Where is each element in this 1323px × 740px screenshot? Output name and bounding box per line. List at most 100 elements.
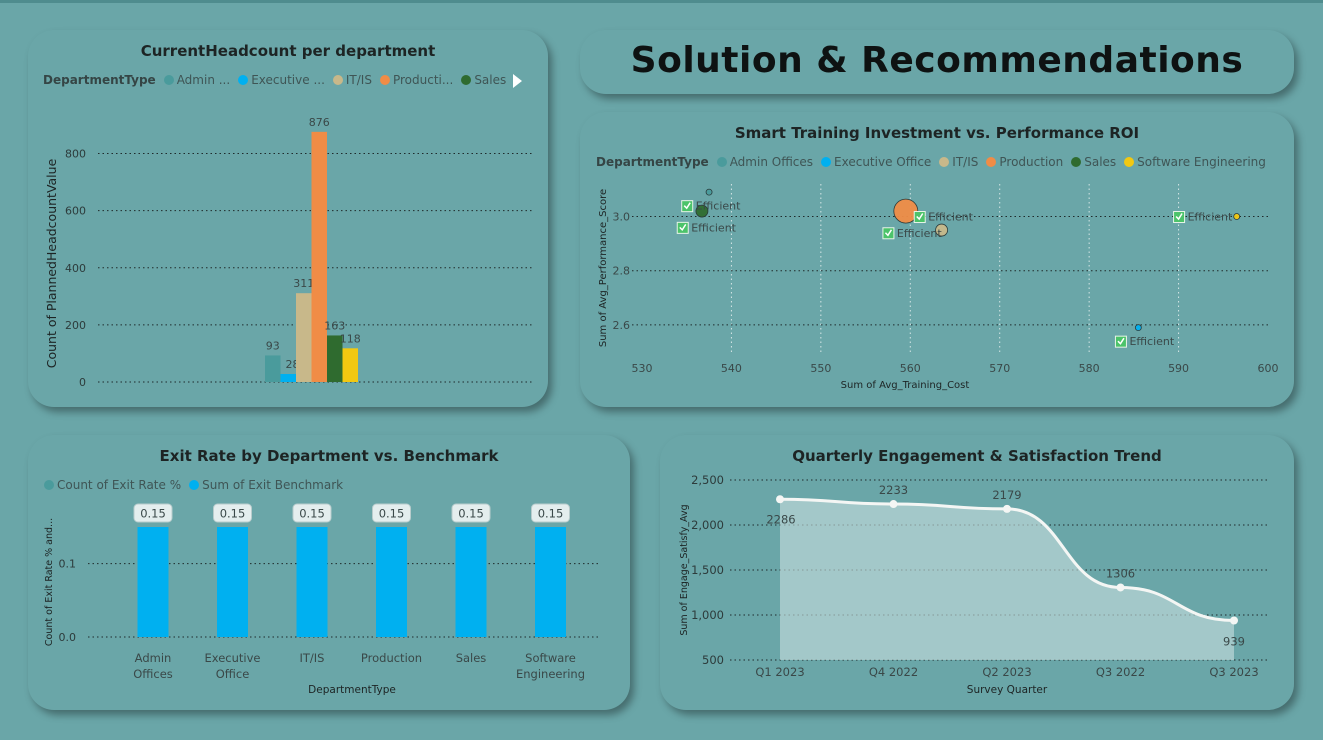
bar bbox=[137, 527, 169, 637]
legend-label: Sum of Exit Benchmark bbox=[202, 478, 344, 492]
headcount-legend-title: DepartmentType bbox=[43, 73, 156, 87]
x-tick-label: 600 bbox=[1258, 362, 1279, 375]
x-tick-label: 540 bbox=[721, 362, 742, 375]
data-label: 1306 bbox=[1106, 566, 1135, 580]
headcount-card: CurrentHeadcount per department Departme… bbox=[28, 30, 548, 407]
legend-dot bbox=[238, 75, 249, 85]
x-tick-label: 590 bbox=[1168, 362, 1189, 375]
legend-dot bbox=[379, 75, 390, 85]
x-axis-title: Sum of Avg_Training_Cost bbox=[841, 380, 970, 391]
x-tick-label: Office bbox=[216, 667, 250, 681]
data-point bbox=[1230, 616, 1238, 625]
data-label: 118 bbox=[340, 332, 361, 345]
bar bbox=[327, 335, 343, 382]
legend-label: Software Engineering bbox=[1137, 155, 1266, 169]
training-legend-item[interactable]: Admin Offices bbox=[716, 155, 813, 169]
x-tick-label: 560 bbox=[900, 362, 921, 375]
data-point bbox=[1116, 583, 1125, 592]
exit-title: Exit Rate by Department vs. Benchmark bbox=[159, 447, 499, 465]
top-border bbox=[0, 0, 1323, 3]
bar bbox=[265, 355, 281, 382]
scatter-point bbox=[1233, 213, 1241, 220]
legend-dot bbox=[986, 157, 997, 167]
training-legend-title: DepartmentType bbox=[596, 155, 709, 169]
y-tick-label: 2.8 bbox=[613, 265, 631, 278]
y-axis-title: Sum of Engage_Satisfy_Avg bbox=[679, 504, 690, 635]
annotation-label: Efficient bbox=[897, 227, 942, 240]
y-tick-label: 1,500 bbox=[691, 563, 724, 577]
y-tick-label: 3.0 bbox=[613, 211, 631, 224]
bar bbox=[280, 374, 296, 382]
y-axis-title: Count of Exit Rate % and... bbox=[44, 518, 55, 646]
x-tick-label: Offices bbox=[133, 667, 173, 681]
x-tick-label: IT/IS bbox=[300, 651, 325, 665]
legend-label: Production bbox=[999, 155, 1064, 169]
bar bbox=[342, 348, 358, 382]
training-legend-item[interactable]: Sales bbox=[1071, 155, 1116, 169]
x-tick-label: Q4 2022 bbox=[869, 665, 918, 679]
legend-dot bbox=[716, 157, 727, 167]
y-tick-label: 600 bbox=[65, 205, 86, 218]
solution-card: Solution & Recommendations bbox=[580, 30, 1294, 94]
training-legend: DepartmentType Admin Offices Executive O… bbox=[596, 155, 1274, 169]
headcount-legend-item[interactable]: Admin ... bbox=[163, 73, 231, 87]
legend-label: Count of Exit Rate % bbox=[57, 478, 182, 492]
x-tick-label: Production bbox=[361, 651, 422, 665]
legend-dot bbox=[821, 157, 832, 167]
legend-dot bbox=[189, 480, 200, 490]
checkmark-tick bbox=[884, 229, 893, 237]
exit-legend-item[interactable]: Sum of Exit Benchmark bbox=[189, 478, 343, 492]
bar bbox=[311, 131, 327, 382]
area-fill bbox=[780, 499, 1234, 660]
training-legend-item[interactable]: Executive Office bbox=[821, 155, 931, 169]
checkmark-tick bbox=[679, 223, 687, 232]
bar bbox=[296, 293, 312, 382]
legend-label: Sales bbox=[474, 73, 507, 87]
data-point bbox=[776, 495, 784, 504]
training-legend-item[interactable]: Production bbox=[986, 155, 1063, 169]
data-label: 0.15 bbox=[379, 507, 405, 521]
training-chart: 530 540 550 560 570 580 590 600 2.6 2.8 3.0 Sum of … bbox=[598, 184, 1279, 391]
checkmark-tick bbox=[1175, 213, 1183, 221]
x-tick-label: Q2 2023 bbox=[982, 665, 1031, 679]
annotation-label: Efficient bbox=[928, 211, 973, 224]
y-tick-label: 1,000 bbox=[691, 608, 724, 622]
training-legend-item[interactable]: Software Engineering bbox=[1124, 155, 1266, 169]
legend-next-arrow-icon[interactable] bbox=[513, 74, 522, 88]
x-tick-label: Engineering bbox=[516, 667, 585, 681]
data-label: 93 bbox=[266, 339, 280, 352]
legend-dot bbox=[163, 75, 174, 85]
data-label: 2233 bbox=[879, 483, 908, 497]
x-tick-label: 570 bbox=[989, 362, 1010, 375]
training-legend-item[interactable]: IT/IS bbox=[939, 155, 978, 169]
y-tick-label: 200 bbox=[65, 319, 86, 332]
annotation-label: Efficient bbox=[691, 221, 736, 234]
training-card: Smart Training Investment vs. Performanc… bbox=[580, 112, 1294, 407]
headcount-legend-item[interactable]: Executive ... bbox=[238, 73, 325, 87]
headcount-chart: 0 200 400 600 800 Count of PlannedHeadcountVa… bbox=[44, 116, 533, 389]
data-label: 2179 bbox=[992, 488, 1021, 502]
data-label: 939 bbox=[1223, 634, 1245, 648]
scatter-point bbox=[705, 188, 713, 196]
headcount-legend-item[interactable]: Sales bbox=[461, 73, 506, 87]
x-tick-label: Software bbox=[525, 651, 576, 665]
x-axis-title: Survey Quarter bbox=[967, 684, 1048, 696]
engagement-card: Quarterly Engagement & Satisfaction Tren… bbox=[660, 435, 1294, 710]
legend-label: Executive ... bbox=[251, 73, 325, 87]
legend-label: IT/IS bbox=[345, 73, 372, 87]
exit-legend-item[interactable]: Count of Exit Rate % bbox=[44, 478, 181, 492]
headcount-legend-item[interactable]: IT/IS bbox=[332, 73, 372, 87]
y-tick-label: 0 bbox=[79, 376, 86, 389]
legend-label: Admin ... bbox=[176, 73, 231, 87]
x-axis-title: DepartmentType bbox=[308, 684, 396, 696]
data-label-box bbox=[133, 503, 173, 523]
data-label: 0.15 bbox=[220, 507, 246, 521]
x-tick-label: Q3 2023 bbox=[1209, 665, 1258, 679]
x-tick-label: 530 bbox=[632, 362, 653, 375]
x-tick-label: Executive bbox=[205, 651, 261, 665]
series-line bbox=[779, 497, 1235, 622]
engagement-title: Quarterly Engagement & Satisfaction Tren… bbox=[792, 447, 1162, 465]
data-label-box bbox=[372, 503, 411, 523]
headcount-legend-item[interactable]: Producti... bbox=[379, 73, 453, 87]
y-tick-label: 500 bbox=[702, 653, 724, 667]
